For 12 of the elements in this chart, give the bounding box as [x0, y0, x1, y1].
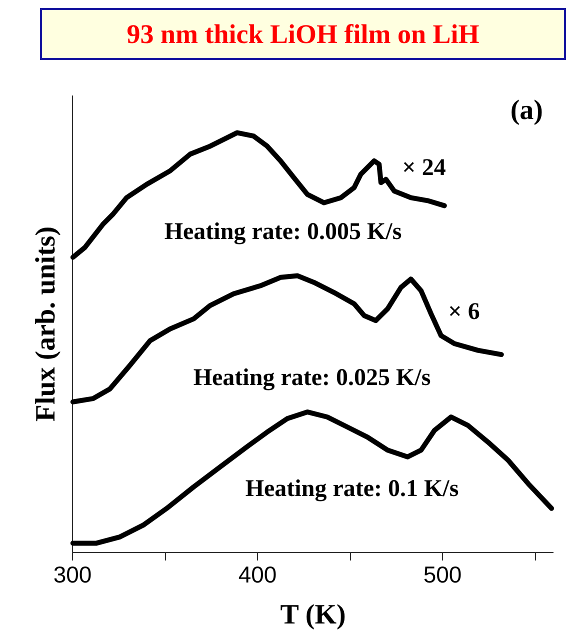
x-tick-label: 400	[238, 562, 277, 588]
annotation: Heating rate: 0.1 K/s	[245, 476, 459, 502]
x-tick-label: 500	[423, 562, 462, 588]
text: (a)	[510, 95, 543, 126]
y-axis-title: Flux (arb. units)	[30, 226, 62, 422]
x-tick-label: 300	[53, 562, 92, 588]
annotation: × 24	[402, 155, 446, 181]
chart-title: 93 nm thick LiOH film on LiH	[40, 8, 566, 60]
annotation: × 6	[448, 299, 480, 325]
annotation: Heating rate: 0.025 K/s	[193, 365, 431, 391]
x-axis-title: T (K)	[280, 600, 346, 630]
annotation: Heating rate: 0.005 K/s	[164, 219, 402, 245]
